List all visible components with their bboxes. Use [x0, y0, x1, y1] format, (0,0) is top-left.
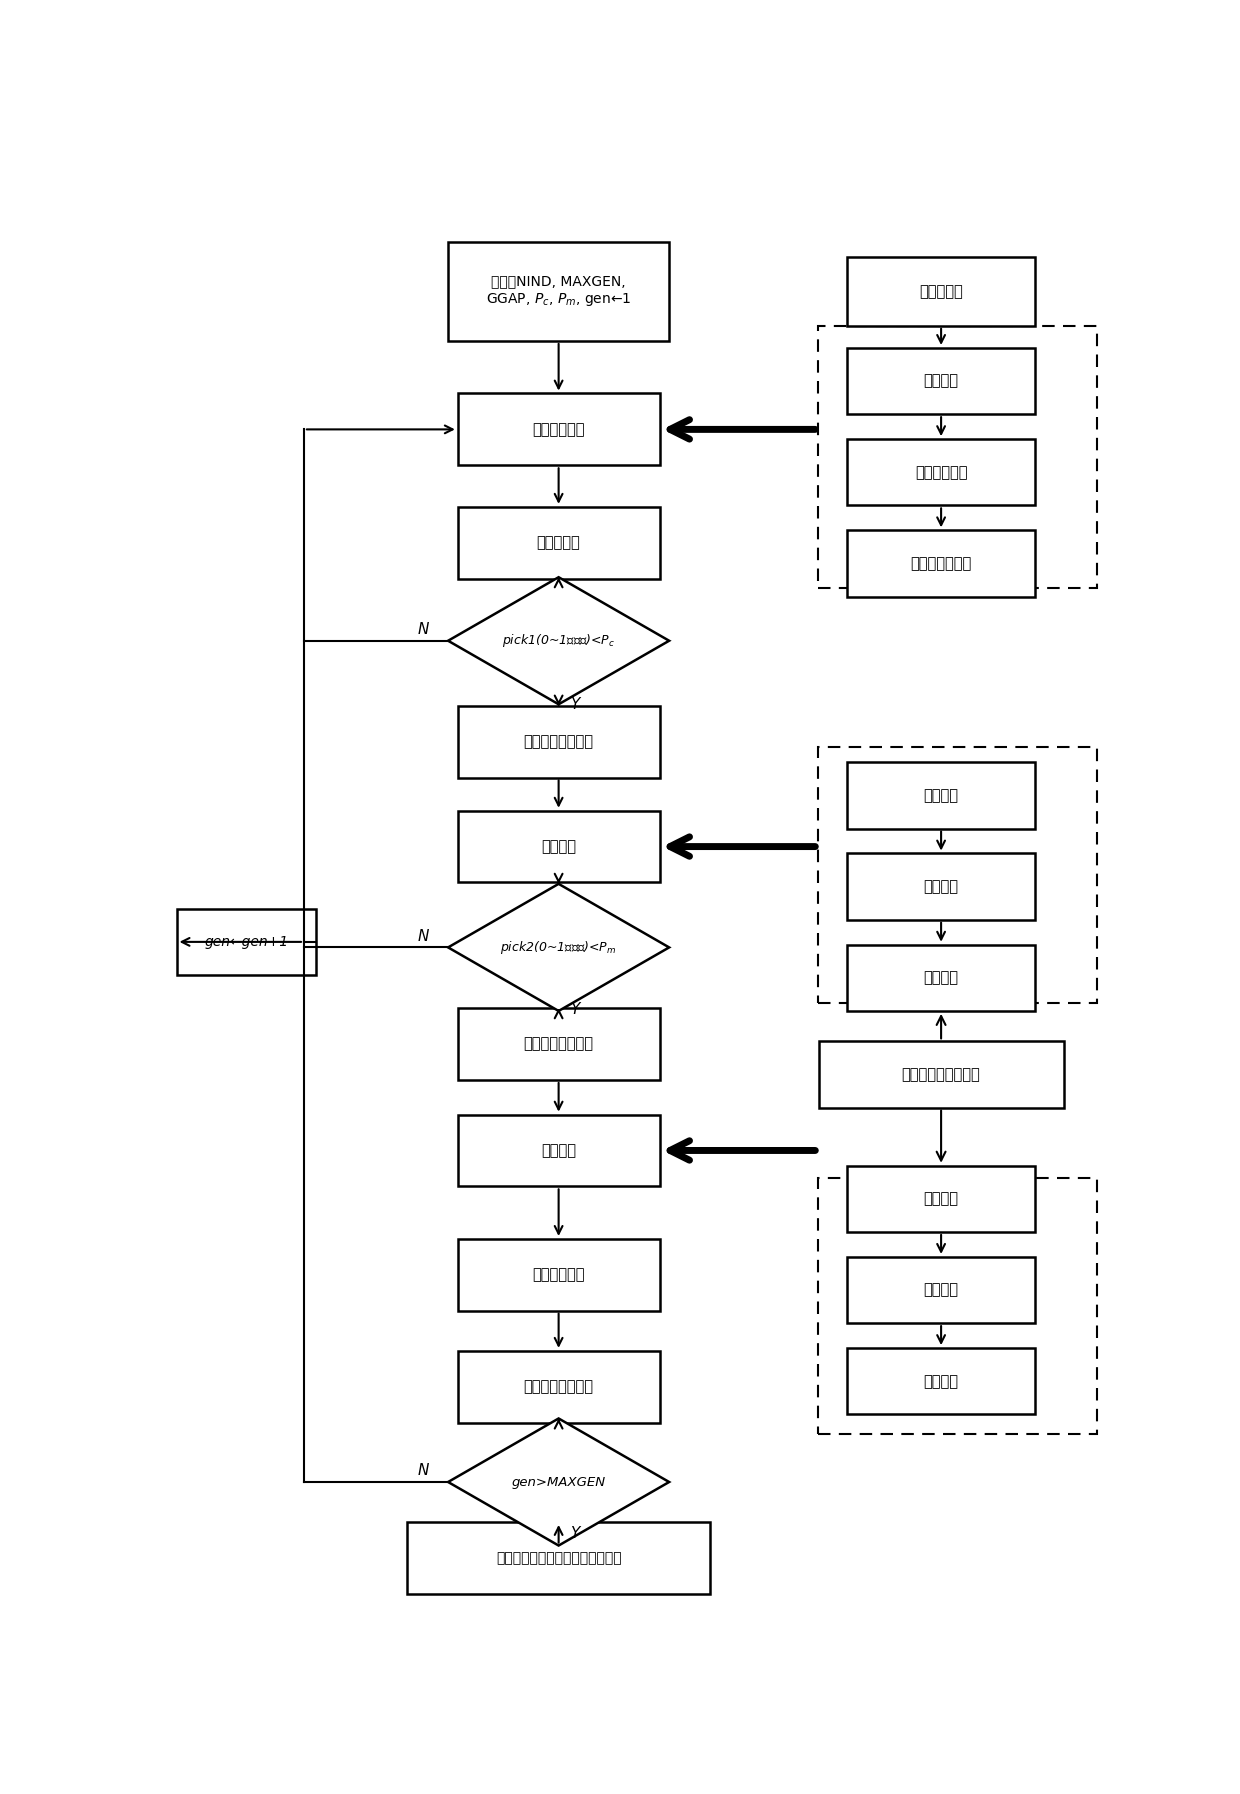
FancyBboxPatch shape [847, 348, 1035, 414]
FancyBboxPatch shape [847, 1347, 1035, 1414]
Text: 输入：NIND, MAXGEN,
GGAP, $P_c$, $P_m$, gen←1: 输入：NIND, MAXGEN, GGAP, $P_c$, $P_m$, gen… [486, 274, 631, 309]
FancyBboxPatch shape [458, 1240, 660, 1311]
Text: 轮赌盘选择: 轮赌盘选择 [537, 535, 580, 551]
Text: 交叉操作: 交叉操作 [541, 840, 577, 854]
Polygon shape [448, 1419, 670, 1546]
Text: 发车频率设置: 发车频率设置 [915, 465, 967, 479]
Text: 随机选取一个方案: 随机选取一个方案 [523, 1037, 594, 1051]
Text: 适应度函数值: 适应度函数值 [532, 422, 585, 438]
Text: 种群初始化: 种群初始化 [919, 283, 963, 300]
FancyBboxPatch shape [847, 762, 1035, 829]
Text: 算法结束：输出全局最优线网方案: 算法结束：输出全局最优线网方案 [496, 1552, 621, 1564]
Text: N: N [418, 623, 429, 637]
Text: gen>MAXGEN: gen>MAXGEN [512, 1475, 605, 1489]
FancyBboxPatch shape [458, 506, 660, 579]
Text: 线路交叉: 线路交叉 [924, 879, 959, 893]
FancyBboxPatch shape [448, 242, 670, 341]
FancyBboxPatch shape [407, 1521, 711, 1593]
Text: 目标函数值计算: 目标函数值计算 [910, 556, 972, 570]
Text: N: N [418, 1464, 429, 1478]
FancyBboxPatch shape [458, 1008, 660, 1080]
Text: 方案交叉: 方案交叉 [924, 971, 959, 985]
Text: 方案修复操作: 方案修复操作 [532, 1267, 585, 1283]
Text: Y: Y [570, 1003, 579, 1017]
Text: 自适应算子选择策略: 自适应算子选择策略 [901, 1067, 981, 1082]
Text: 插入变异: 插入变异 [924, 1283, 959, 1297]
Text: 站点交叉: 站点交叉 [924, 788, 959, 804]
FancyBboxPatch shape [176, 910, 316, 976]
Polygon shape [448, 884, 670, 1012]
Polygon shape [448, 578, 670, 705]
Text: gen←gen+1: gen←gen+1 [205, 935, 289, 949]
FancyBboxPatch shape [847, 257, 1035, 327]
Text: 将新方案加入种群: 将新方案加入种群 [523, 1380, 594, 1394]
Text: 变异操作: 变异操作 [541, 1143, 577, 1157]
FancyBboxPatch shape [818, 1041, 1064, 1107]
FancyBboxPatch shape [847, 531, 1035, 597]
FancyBboxPatch shape [847, 1166, 1035, 1232]
Text: pick1(0~1随机数)<$P_c$: pick1(0~1随机数)<$P_c$ [502, 631, 615, 649]
FancyBboxPatch shape [847, 1258, 1035, 1324]
Text: 删除变异: 删除变异 [924, 1191, 959, 1206]
FancyBboxPatch shape [458, 393, 660, 465]
FancyBboxPatch shape [458, 1351, 660, 1423]
Text: N: N [418, 929, 429, 944]
FancyBboxPatch shape [847, 440, 1035, 506]
FancyBboxPatch shape [458, 705, 660, 777]
Text: 缩短变异: 缩短变异 [924, 1374, 959, 1389]
Text: 客流分配: 客流分配 [924, 373, 959, 389]
Text: pick2(0~1随机数)<$P_m$: pick2(0~1随机数)<$P_m$ [501, 938, 616, 956]
FancyBboxPatch shape [458, 811, 660, 883]
Text: Y: Y [570, 1527, 579, 1541]
FancyBboxPatch shape [847, 854, 1035, 920]
Text: Y: Y [570, 698, 579, 712]
Text: 随机选取两个方案: 随机选取两个方案 [523, 734, 594, 750]
FancyBboxPatch shape [458, 1114, 660, 1186]
FancyBboxPatch shape [847, 945, 1035, 1012]
